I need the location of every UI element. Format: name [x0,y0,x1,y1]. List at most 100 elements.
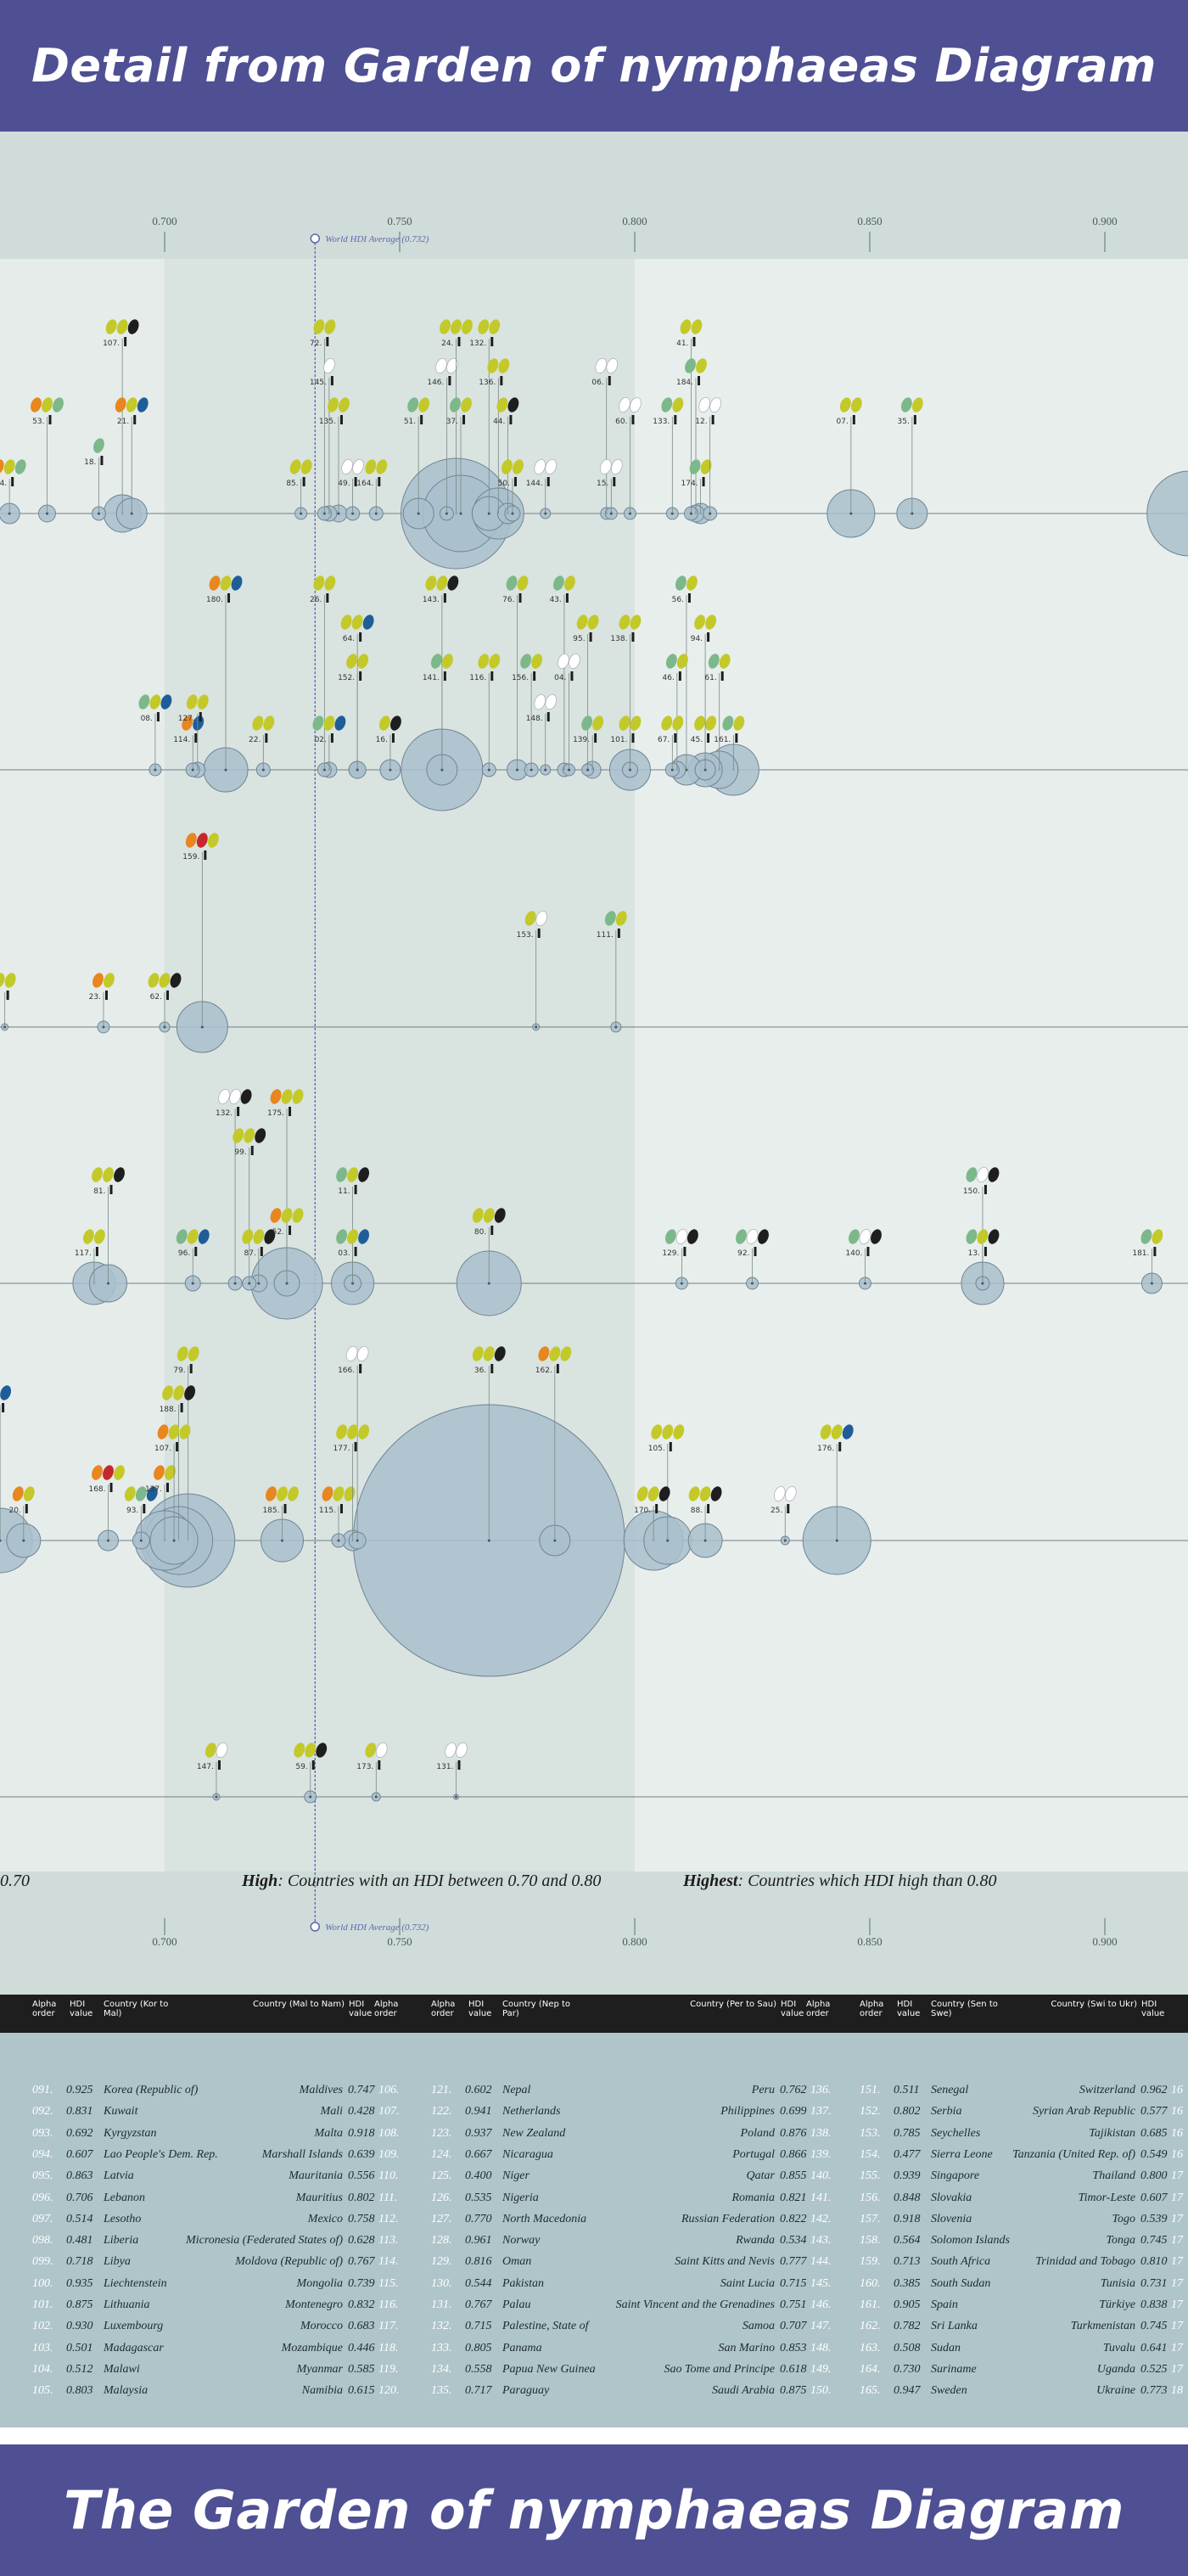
row-country-1-9: Mongolia [296,2276,343,2290]
label-107: 107. [103,340,120,348]
bar-07 [852,415,855,424]
row-country-2-14: Paraguay [502,2384,550,2398]
row-hdi-4-4: 0.939 [894,2169,921,2183]
row-country-3-5: Romania [731,2191,775,2204]
label-175: 175. [267,1109,284,1118]
row-country-3-7: Rwanda [736,2234,775,2248]
row-country-1-10: Montenegro [285,2298,343,2311]
bar-176 [838,1442,842,1451]
bar-88 [707,1504,710,1513]
petal-180-1 [220,575,232,591]
label-185: 185. [262,1507,279,1515]
row-hdi-0-2: 0.692 [66,2126,93,2140]
label-131: 131. [436,1763,453,1771]
row-hdi-1-4: 0.556 [348,2169,375,2183]
row-hdi-3-12: 0.853 [780,2341,807,2354]
header-hdi-1: HDI value [349,2000,373,2018]
row-alpha-2-5: 126. [431,2191,452,2204]
label-08: 08. [141,715,153,723]
bar-127 [199,712,202,721]
bar-50 [513,477,517,486]
row-alpha-3-3: 139. [810,2147,832,2161]
row-country-4-4: Singapore [931,2169,980,2183]
petal-164-1 [376,459,388,474]
bar-164 [378,477,381,486]
bar-81 [109,1185,113,1194]
bar-85 [302,477,305,486]
petal-24-2 [462,319,473,334]
petal-60-1 [630,396,642,413]
petal-12-0 [698,396,710,413]
row-hdi-4-11: 0.782 [894,2320,921,2333]
row-hdi-1-9: 0.739 [348,2276,375,2290]
label-88: 88. [691,1507,703,1515]
label-87: 87. [244,1249,255,1258]
bar-35 [913,415,916,424]
bar-02 [330,733,333,743]
label-21: 21. [117,418,129,426]
row-country-3-0: Peru [751,2084,775,2096]
petal-168-2 [114,1465,125,1480]
row-country-5-8: Trinidad and Tobago [1035,2255,1135,2269]
label-137: 137. [145,1485,162,1494]
row-hdi-2-10: 0.767 [465,2298,492,2311]
petal-59-2 [316,1743,328,1758]
bar-173 [378,1760,381,1770]
petal-138-0 [619,615,630,630]
row-hdi-3-0: 0.762 [780,2084,807,2096]
petal-132-0 [478,319,490,334]
row-alpha-2-7: 128. [431,2234,452,2248]
row-hdi-5-14: 0.773 [1140,2384,1168,2398]
petal-105-1 [662,1424,674,1440]
petal-93-1 [135,1486,147,1501]
row-country-2-13: Papua New Guinea [502,2362,596,2376]
petal-03-0 [336,1229,348,1244]
bar-159 [204,850,207,860]
row-hdi-1-2: 0.918 [348,2126,375,2140]
petal-175-0 [270,1089,282,1104]
petal-23-1 [104,973,115,988]
axis-band-bottom [0,1872,1188,1995]
row-hdi-4-3: 0.477 [894,2147,921,2161]
petal-175-1 [281,1089,293,1104]
petal-170-2 [658,1486,670,1501]
petal-137-0 [154,1465,165,1480]
row-hdi-2-3: 0.667 [465,2147,492,2161]
petal-43-0 [552,575,564,591]
petal-88-1 [699,1486,711,1501]
row-alpha-5-7: 17 [1171,2234,1183,2248]
petal-r4-0-1 [0,1385,12,1400]
petal-93-2 [146,1486,158,1501]
row-country-1-2: Malta [314,2126,343,2140]
row-country-2-2: New Zealand [502,2126,566,2140]
row-country-3-11: Samoa [742,2320,775,2333]
petal-176-1 [831,1424,843,1440]
petal-46-1 [676,654,688,669]
label-152: 152. [338,674,355,682]
label-23: 23. [89,993,101,1002]
petal-43-1 [563,575,575,591]
row-alpha-5-9: 17 [1171,2276,1183,2290]
petal-124-0 [0,459,4,474]
row-country-1-13: Myanmar [296,2362,343,2376]
row-hdi-2-13: 0.558 [465,2362,492,2376]
petal-138-1 [630,615,642,630]
petal-96-2 [198,1229,210,1244]
petal-176-0 [820,1424,832,1440]
bar-52 [289,1226,292,1235]
row-country-5-7: Tonga [1106,2234,1135,2248]
petal-02-1 [323,716,335,731]
bar-138 [631,632,635,642]
label-52: 52. [272,1228,284,1237]
bar-04 [570,671,574,681]
petal-03-1 [347,1229,359,1244]
bar-150 [983,1185,987,1194]
label-111: 111. [597,931,614,940]
bar-37 [462,415,466,424]
header-alpha-0: Alpha order [32,2000,57,2018]
label-37: 37. [446,418,458,426]
petal-36-1 [483,1346,495,1361]
footer-title: The Garden of nymphaeas Diagram [0,2444,1188,2576]
petal-161-1 [733,716,745,731]
petal-36-2 [494,1346,506,1361]
